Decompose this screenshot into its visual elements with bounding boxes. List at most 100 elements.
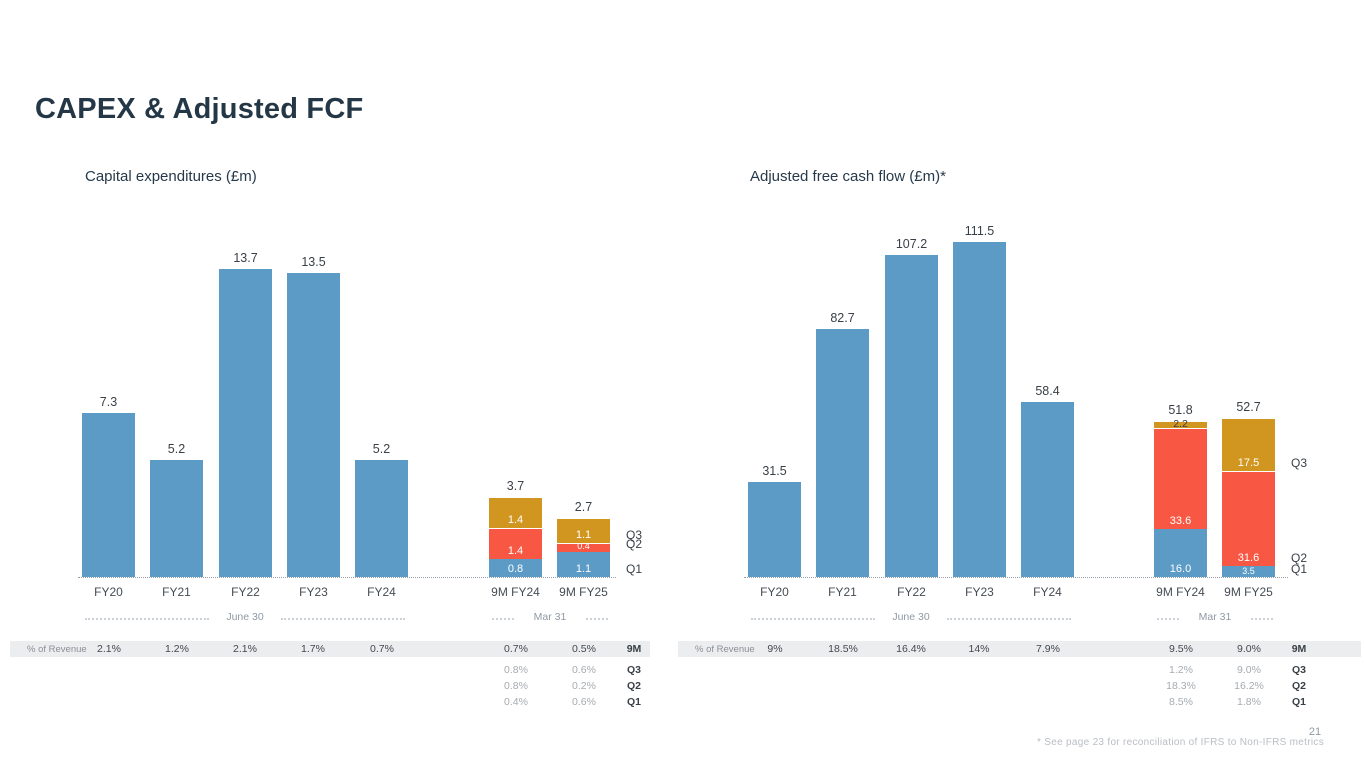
pct-cell: 9% <box>767 643 783 655</box>
page-number: 21 <box>1308 726 1322 738</box>
pct-row-name: Q2 <box>1291 680 1306 692</box>
axis-label: FY24 <box>367 585 396 599</box>
pct-band <box>678 641 1361 657</box>
capex-chart-title: Capital expenditures (£m) <box>85 168 257 185</box>
axis-label: FY22 <box>231 585 260 599</box>
segment-value-label: 0.4 <box>577 541 590 551</box>
axis-label: 9M FY24 <box>1156 585 1205 599</box>
period-dots <box>1157 618 1179 620</box>
axis-label: FY22 <box>897 585 926 599</box>
pct-cell: 16.2% <box>1234 680 1264 692</box>
pct-row-name: 9M <box>1291 643 1307 655</box>
segment-q2: 1.4 <box>489 528 542 559</box>
bar-fy22 <box>885 255 938 577</box>
axis-label: 9M FY25 <box>559 585 608 599</box>
pct-cell: 18.5% <box>828 643 858 655</box>
axis-label: FY21 <box>162 585 191 599</box>
pct-row-name: Q1 <box>1291 696 1306 708</box>
legend-q3: Q3 <box>1291 456 1308 470</box>
segment-q3 <box>1154 421 1207 428</box>
segment-q3: 1.4 <box>489 497 542 528</box>
pct-cell: 0.7% <box>370 643 394 655</box>
bar-fy21 <box>150 460 203 577</box>
pct-cell: 0.6% <box>572 664 596 676</box>
bar-fy23 <box>953 242 1006 577</box>
pct-row-label: % of Revenue <box>27 644 87 655</box>
period-note: June 30 <box>892 611 930 623</box>
stack-total-label: 2.7 <box>574 500 593 514</box>
segment-value-label: 0.8 <box>507 563 524 575</box>
slide-title: CAPEX & Adjusted FCF <box>35 93 364 125</box>
pct-cell: 16.4% <box>896 643 926 655</box>
period-dots <box>751 618 875 620</box>
footnote: * See page 23 for reconciliation of IFRS… <box>1037 737 1325 748</box>
stack-total-label: 52.7 <box>1236 400 1261 414</box>
axis-label: FY24 <box>1033 585 1062 599</box>
segment-value-label: 31.6 <box>1237 552 1260 564</box>
segment-value-label: 1.1 <box>575 529 592 541</box>
pct-cell: 0.8% <box>504 664 528 676</box>
segment-value-label: 33.6 <box>1169 515 1192 527</box>
pct-cell: 1.7% <box>301 643 325 655</box>
bar-value-label: 107.2 <box>895 237 928 251</box>
pct-row-name: Q3 <box>626 664 641 676</box>
bar-value-label: 7.3 <box>99 395 118 409</box>
pct-cell: 0.6% <box>572 696 596 708</box>
pct-cell: 2.1% <box>97 643 121 655</box>
pct-cell: 0.7% <box>504 643 528 655</box>
axis-baseline <box>78 577 616 578</box>
bar-value-label: 82.7 <box>830 311 855 325</box>
stack-total-label: 3.7 <box>506 479 525 493</box>
segment-value-label: 1.1 <box>575 563 592 575</box>
fcf-chart-title: Adjusted free cash flow (£m)* <box>750 168 946 185</box>
pct-cell: 7.9% <box>1036 643 1060 655</box>
period-dots <box>85 618 209 620</box>
bar-fy23 <box>287 273 340 577</box>
legend-q2: Q2 <box>1291 551 1308 565</box>
legend-q2: Q2 <box>626 537 643 551</box>
stack-total-label: 51.8 <box>1168 403 1193 417</box>
axis-label: FY23 <box>965 585 994 599</box>
bar-fy20 <box>748 482 801 577</box>
pct-row-name: Q3 <box>1291 664 1306 676</box>
pct-cell: 9.0% <box>1237 643 1261 655</box>
axis-label: FY20 <box>94 585 123 599</box>
pct-row-name: Q1 <box>626 696 641 708</box>
period-dots <box>586 618 608 620</box>
bar-fy24 <box>1021 402 1074 577</box>
pct-cell: 9.0% <box>1237 664 1261 676</box>
bar-value-label: 111.5 <box>964 224 995 238</box>
bar-fy24 <box>355 460 408 577</box>
period-dots <box>281 618 405 620</box>
pct-cell: 14% <box>968 643 990 655</box>
axis-label: 9M FY25 <box>1224 585 1273 599</box>
pct-cell: 0.8% <box>504 680 528 692</box>
segment-q1: 0.8 <box>489 559 542 577</box>
legend-q1: Q1 <box>1291 562 1308 576</box>
bar-fy21 <box>816 329 869 577</box>
period-dots <box>492 618 514 620</box>
segment-value-label: 1.4 <box>507 514 524 526</box>
axis-label: FY21 <box>828 585 857 599</box>
pct-cell: 1.2% <box>1169 664 1193 676</box>
pct-row-name: 9M <box>626 643 642 655</box>
bar-value-label: 31.5 <box>762 464 787 478</box>
pct-row-label: % of Revenue <box>695 644 755 655</box>
segment-q1: 3.5 <box>1222 566 1275 577</box>
pct-cell: 8.5% <box>1169 696 1193 708</box>
bar-value-label: 58.4 <box>1035 384 1060 398</box>
pct-cell: 2.1% <box>233 643 257 655</box>
pct-cell: 18.3% <box>1166 680 1196 692</box>
pct-row-name: Q2 <box>626 680 641 692</box>
pct-cell: 0.5% <box>572 643 596 655</box>
segment-value-label: 2.2 <box>1173 418 1188 430</box>
period-note: Mar 31 <box>533 611 567 623</box>
pct-cell: 0.2% <box>572 680 596 692</box>
period-note: Mar 31 <box>1198 611 1232 623</box>
bar-value-label: 13.5 <box>301 255 326 269</box>
bar-fy22 <box>219 269 272 577</box>
segment-value-label: 3.5 <box>1242 566 1255 576</box>
segment-value-label: 17.5 <box>1237 457 1260 469</box>
